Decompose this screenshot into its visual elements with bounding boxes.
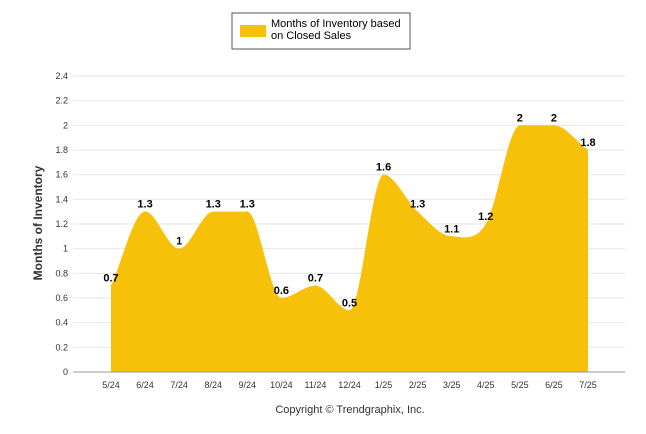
x-tick-label: 1/25 (375, 380, 393, 390)
data-label: 0.7 (103, 273, 118, 285)
data-label: 1.3 (206, 199, 221, 211)
x-tick-label: 7/24 (170, 380, 188, 390)
y-tick-label: 2.2 (55, 96, 68, 106)
data-label: 1 (176, 236, 182, 248)
x-tick-label: 10/24 (270, 380, 293, 390)
data-label: 1.3 (137, 199, 152, 211)
x-tick-label: 5/24 (102, 380, 120, 390)
x-tick-label: 3/25 (443, 380, 461, 390)
x-tick-label: 11/24 (304, 380, 326, 390)
y-tick-label: 0.8 (55, 268, 68, 278)
data-point (212, 211, 214, 213)
data-label: 2 (551, 112, 557, 124)
data-label: 1.8 (580, 137, 595, 149)
x-tick-label: 4/25 (477, 380, 495, 390)
y-tick-label: 0.2 (55, 342, 68, 352)
data-point (110, 285, 112, 287)
y-tick-label: 0.6 (55, 293, 68, 303)
data-point (587, 149, 589, 151)
y-tick-label: 0 (63, 367, 68, 377)
y-tick-label: 1.4 (55, 194, 68, 204)
data-point (314, 285, 316, 287)
legend-label: Months of Inventory based on Closed Sales (271, 18, 401, 42)
y-tick-label: 1 (63, 244, 68, 254)
x-tick-label: 6/24 (136, 380, 154, 390)
data-label: 0.6 (274, 285, 289, 297)
data-point (246, 211, 248, 213)
data-point (519, 124, 521, 126)
data-point (485, 223, 487, 225)
data-label: 2 (517, 112, 523, 124)
y-tick-label: 0.4 (55, 318, 68, 328)
y-tick-label: 1.6 (55, 170, 68, 180)
data-label: 1.1 (444, 223, 459, 235)
data-point (178, 248, 180, 250)
legend-swatch (240, 25, 266, 37)
data-point (383, 174, 385, 176)
legend-label-line: Months of Inventory based (271, 18, 401, 30)
x-tick-label: 6/25 (545, 380, 563, 390)
series-area (111, 125, 588, 372)
data-point (417, 211, 419, 213)
data-label: 0.5 (342, 297, 357, 309)
data-label: 1.2 (478, 211, 493, 223)
x-tick-label: 7/25 (579, 380, 597, 390)
copyright-text: Copyright © Trendgraphix, Inc. (275, 404, 424, 416)
legend: Months of Inventory based on Closed Sales (231, 12, 411, 50)
data-point (144, 211, 146, 213)
x-axis-ticks: 5/24 6/24 7/24 8/24 9/24 10/24 11/24 12/24 1/25 2… (102, 380, 597, 390)
data-label: 1.6 (376, 162, 391, 174)
y-tick-label: 2.4 (55, 71, 68, 81)
x-tick-label: 5/25 (511, 380, 529, 390)
x-tick-label: 8/24 (204, 380, 222, 390)
y-axis-ticks: 0 0.2 0.4 0.6 0.8 1 1.2 1.4 1.6 1.8 2 2.2 2.4 (55, 71, 68, 377)
y-axis-label: Months of Inventory (31, 165, 45, 280)
data-point (349, 309, 350, 311)
data-label: 0.7 (308, 273, 323, 285)
data-labels: 0.7 1.3 1 1.3 1.3 0.6 0.7 0.5 1.6 1.3 1.1 1.2 2 2 1.8 (103, 112, 596, 311)
legend-label-line: on Closed Sales (271, 30, 352, 42)
x-tick-label: 9/24 (239, 380, 257, 390)
y-tick-label: 1.2 (55, 219, 68, 229)
data-label: 1.3 (240, 199, 255, 211)
y-tick-label: 1.8 (55, 145, 68, 155)
data-point (451, 235, 453, 237)
y-tick-label: 2 (63, 120, 68, 130)
x-tick-label: 2/25 (409, 380, 427, 390)
data-label: 1.3 (410, 199, 425, 211)
x-tick-label: 12/24 (338, 380, 361, 390)
data-point (280, 297, 282, 299)
data-point (553, 124, 555, 126)
